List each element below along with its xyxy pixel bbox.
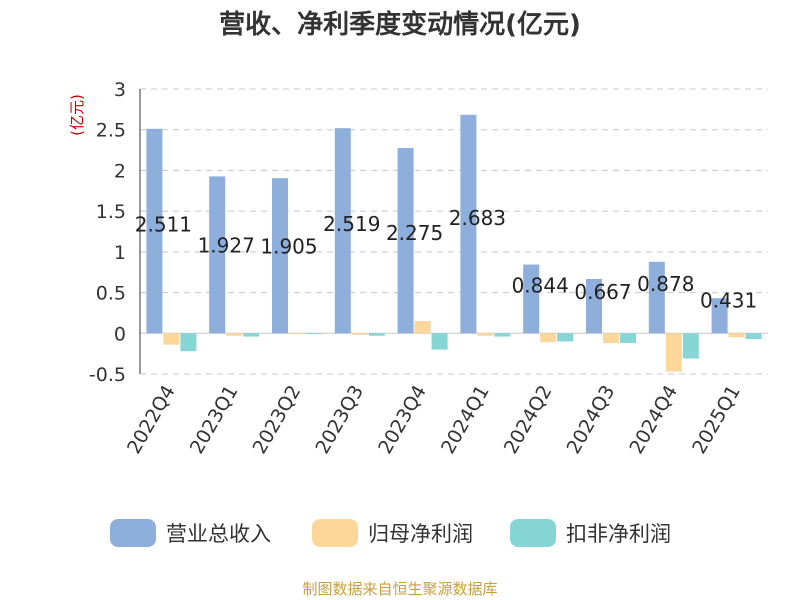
- bar-2: [226, 333, 243, 336]
- bar-1: [146, 128, 163, 334]
- x-tick-label: 2023Q2: [249, 382, 306, 458]
- y-tick-label: 2.5: [96, 120, 126, 142]
- x-axis: 2022Q4 2023Q1 2023Q2 2023Q3 2023Q4 2024Q1 2024…: [123, 382, 745, 458]
- legend-item-3[interactable]: 扣非净利润: [510, 519, 671, 547]
- bar-2: [603, 333, 619, 344]
- bar-3: [431, 333, 448, 350]
- legend-label: 营业总收入: [166, 522, 271, 546]
- legend-swatch: [312, 519, 358, 547]
- x-tick-label: 2024Q4: [625, 382, 682, 458]
- source-note: 制图数据来自恒生聚源数据库: [302, 580, 497, 598]
- bar-2: [351, 333, 368, 335]
- bars: [146, 114, 762, 372]
- bar-2: [289, 333, 305, 335]
- legend-swatch: [110, 519, 156, 547]
- legend[interactable]: 营业总收入 归母净利润 扣非净利润: [110, 519, 671, 547]
- data-label: 0.878: [637, 272, 694, 296]
- y-axis-unit-label: (亿元): [68, 94, 86, 136]
- bar-1: [711, 298, 728, 334]
- bar-3: [243, 333, 260, 337]
- y-axis: 3 2.5 2 1.5 1 0.5 0 -0.5: [89, 79, 141, 386]
- bar-1: [209, 176, 226, 334]
- bar-3: [682, 333, 699, 359]
- x-tick-label: 2023Q1: [186, 382, 243, 458]
- bar-3: [494, 333, 511, 337]
- legend-label: 扣非净利润: [566, 522, 671, 546]
- data-label: 1.927: [198, 234, 255, 258]
- bar-1: [272, 178, 288, 334]
- legend-swatch: [510, 519, 556, 547]
- x-tick-label: 2023Q4: [374, 382, 431, 458]
- bar-3: [368, 333, 385, 336]
- y-tick-label: 0.5: [96, 283, 126, 305]
- data-label: 2.519: [323, 212, 380, 236]
- y-tick-label: 2: [114, 160, 126, 182]
- bar-1: [523, 264, 540, 334]
- data-label: 2.511: [135, 212, 192, 236]
- bar-1: [648, 261, 665, 334]
- data-label: 2.683: [449, 206, 506, 230]
- data-label: 2.275: [386, 221, 443, 245]
- x-tick-label: 2025Q1: [688, 382, 745, 458]
- chart-title: 营收、净利季度变动情况(亿元): [219, 9, 581, 40]
- data-label: 0.667: [574, 280, 631, 304]
- y-tick-label: 1.5: [96, 201, 126, 223]
- x-tick-label: 2024Q2: [500, 382, 557, 458]
- bar-3: [620, 333, 636, 344]
- gridlines: [140, 88, 768, 375]
- data-label: 1.905: [260, 234, 317, 258]
- bar-1: [397, 148, 414, 334]
- y-tick-label: 1: [114, 242, 126, 264]
- y-tick-label: 3: [114, 79, 126, 101]
- y-tick-label: -0.5: [89, 364, 126, 386]
- y-tick-label: 0: [114, 323, 126, 345]
- x-tick-label: 2024Q1: [437, 382, 494, 458]
- bar-2: [665, 333, 682, 372]
- x-tick-label: 2024Q3: [563, 382, 620, 458]
- bar-2: [477, 333, 494, 336]
- bar-1: [460, 114, 477, 334]
- bar-2: [414, 321, 431, 334]
- legend-item-2[interactable]: 归母净利润: [312, 519, 473, 547]
- bar-1: [334, 128, 351, 334]
- bar-3: [745, 333, 762, 339]
- bar-2: [728, 333, 745, 338]
- bar-2: [163, 333, 180, 345]
- x-tick-label: 2022Q4: [123, 382, 180, 458]
- legend-item-1[interactable]: 营业总收入: [110, 519, 271, 547]
- bar-2: [540, 333, 557, 343]
- bar-3: [306, 333, 322, 335]
- data-label: 0.431: [700, 288, 757, 312]
- bar-1: [586, 278, 602, 334]
- legend-label: 归母净利润: [368, 522, 473, 546]
- bar-3: [180, 333, 197, 352]
- data-label: 0.844: [512, 273, 569, 297]
- x-tick-label: 2023Q3: [311, 382, 368, 458]
- bar-3: [557, 333, 574, 342]
